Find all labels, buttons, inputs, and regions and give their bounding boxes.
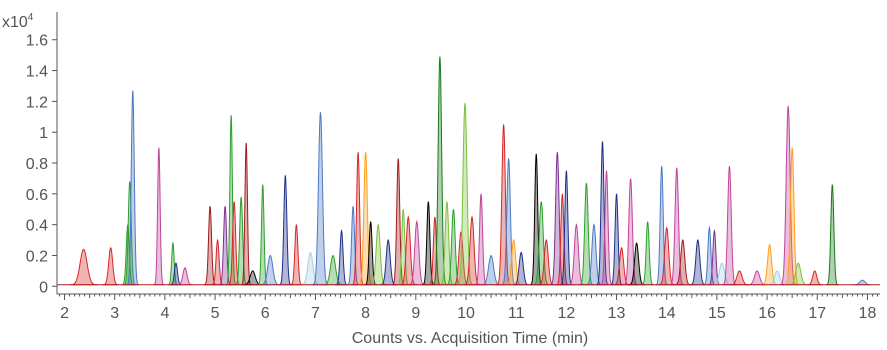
peak-30 [369,223,387,286]
x-tick-label: 15 [708,305,726,322]
peak-69 [674,238,692,286]
peak-26 [346,206,360,286]
peak-44 [474,193,488,286]
peak-14 [227,201,241,286]
x-tick-label: 8 [361,305,370,322]
peak-35 [408,219,426,286]
x-tick-label: 10 [457,305,475,322]
x-tick-label: 11 [508,305,525,322]
peak-56 [567,223,585,286]
x-tick-label: 3 [110,305,119,322]
axes: 0 0.2 0.4 0.6 0.8 1 1.2 1.4 1.6 2 3 4 5 6 7 8 9 10 11 12 13 1… [26,12,880,322]
peak-80 [784,147,800,286]
peak-59 [595,141,610,286]
x-tick-label: 14 [658,305,676,322]
peak-15 [234,196,248,286]
peak-47 [501,158,517,286]
peak-70 [689,238,707,286]
peak-84 [852,279,873,286]
y-tick-label: 0.4 [26,218,48,235]
peak-79 [779,105,797,286]
peak-38 [432,56,448,286]
peak-10 [203,206,217,286]
peak-11 [211,238,225,286]
peak-23 [311,112,329,286]
chromatogram-traces [57,56,880,286]
peak-4 [123,181,137,286]
y-tick-label: 0.2 [26,248,48,265]
peak-66 [655,166,669,286]
y-tick-label: 1.2 [26,94,48,111]
peak-20 [278,175,292,286]
peak-1 [69,248,99,286]
x-tick-label: 5 [211,305,220,322]
peak-51 [532,201,550,286]
x-tick-label: 12 [557,305,575,322]
peak-63 [623,178,639,286]
peak-27 [351,152,365,286]
peak-43 [463,215,481,286]
peak-34 [399,215,417,286]
peak-54 [555,193,569,286]
peak-13 [225,115,237,286]
peak-57 [578,182,594,286]
y-tick-label: 0 [39,279,48,296]
peak-72 [707,228,721,286]
peak-21 [289,224,303,286]
y-tick-label: 1 [39,125,48,142]
peak-36 [421,201,435,286]
peak-67 [658,226,676,286]
peak-39 [439,201,455,286]
x-axis-title: Counts vs. Acquisition Time (min) [352,330,589,347]
peak-71 [702,225,716,286]
peak-76 [747,270,768,286]
peak-18 [257,184,269,286]
peak-33 [396,209,410,286]
peak-74 [721,166,737,286]
peak-42 [456,102,474,286]
x-tick-label: 13 [608,305,626,322]
peak-29 [364,221,378,286]
peak-82 [806,270,823,286]
x-tick-label: 18 [859,305,877,322]
peak-5 [126,90,140,286]
peak-48 [505,238,523,286]
peak-25 [335,228,349,286]
peak-6 [153,147,165,286]
peak-53 [549,152,565,286]
y-tick-label: 1.6 [26,33,48,50]
peak-28 [358,152,374,286]
x-tick-label: 9 [411,305,420,322]
peak-83 [825,184,839,286]
x-tick-label: 17 [808,305,826,322]
peak-16 [240,142,252,286]
y-tick-label: 0.6 [26,187,48,204]
peak-52 [537,238,555,286]
x-tick-label: 6 [261,305,270,322]
x-tick-label: 2 [60,305,69,322]
peak-7 [167,241,179,286]
peak-37 [428,216,442,286]
x-tick-label: 4 [160,305,169,322]
x-tick-label: 16 [758,305,776,322]
y-tick-label: 0.8 [26,156,48,173]
peak-2 [102,246,120,286]
y-multiplier-label: x104 [2,12,34,31]
peak-58 [585,223,603,286]
peak-68 [669,167,685,286]
peak-31 [379,238,397,286]
peak-60 [599,170,614,286]
peak-65 [641,221,655,286]
x-tick-label: 7 [311,305,320,322]
peak-61 [610,193,624,286]
y-tick-label: 1.4 [26,64,48,81]
